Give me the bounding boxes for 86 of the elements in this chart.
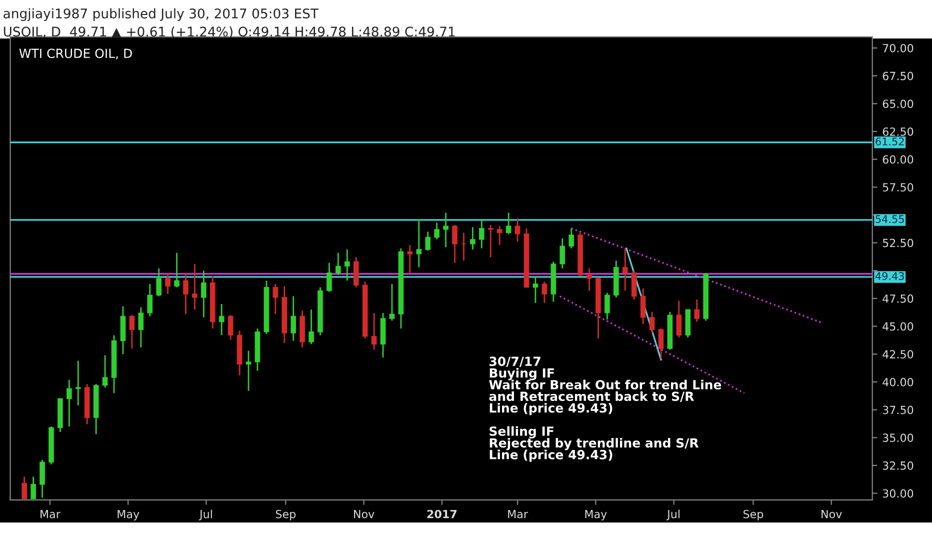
candlestick: [192, 263, 198, 310]
candlestick: [336, 252, 341, 276]
candlestick: [66, 379, 72, 428]
x-tick-label: May: [118, 510, 140, 520]
ref-line-label: 61.52: [876, 138, 904, 146]
candlestick: [622, 248, 628, 292]
x-tick-label: Sep: [276, 510, 296, 520]
candlestick: [488, 224, 494, 258]
y-tick-label: 52.50: [882, 238, 914, 248]
candlestick: [344, 248, 350, 282]
candlestick: [174, 252, 180, 288]
candlestick: [371, 312, 377, 350]
candlestick: [568, 228, 574, 250]
candlestick: [434, 222, 440, 240]
candlestick: [649, 311, 655, 334]
y-tick-label: 42.50: [882, 350, 914, 358]
candlestick: [138, 306, 144, 348]
y-tick-label: 67.50: [882, 72, 914, 80]
y-tick-label: 65.00: [882, 100, 914, 108]
y-tick-label: 57.50: [882, 183, 914, 192]
annotation: 30/7/17 Buying IF Wait for Break Out for trend Line and Retracement back to S/R Line (price 49.43) Selling IF Rejected by trendline and S/R Line (price 49.43): [489, 356, 722, 462]
candlestick: [586, 268, 592, 292]
candlestick: [425, 230, 431, 252]
ref-line-label: 49.43: [875, 272, 904, 280]
candlestick: [326, 262, 332, 292]
x-tick-label: Sep: [743, 510, 764, 520]
candlestick: [201, 270, 206, 318]
candlestick: [389, 283, 395, 322]
candlestick: [560, 238, 566, 270]
candlestick: [40, 459, 45, 498]
candlestick: [532, 276, 538, 304]
candlestick: [246, 350, 252, 392]
candlestick: [407, 244, 413, 274]
candlestick: [156, 268, 162, 297]
annotation: USOIL, D 49.71 ▲ +0.61 (+1.24%) O:49.14 H:49.78 L:48.89 C:49.71: [4, 26, 455, 38]
candlestick: [542, 281, 548, 304]
y-tick-label: 47.50: [882, 294, 914, 303]
x-tick-label: May: [585, 510, 607, 520]
text: angjiayi1987 published July 30, 2017 05:03 EST: [4, 8, 319, 22]
candlestick: [506, 212, 512, 235]
candlestick: [470, 226, 476, 250]
candlestick: [183, 272, 188, 315]
x-tick-label: Nov: [354, 510, 374, 518]
x-tick-label: Nov: [822, 510, 842, 518]
y-tick-label: 37.50: [882, 406, 914, 414]
candlestick: [30, 476, 36, 500]
y-tick-label: 70.00: [882, 44, 914, 52]
candlestick: [102, 354, 108, 388]
candlestick: [443, 212, 448, 248]
y-tick-label: 32.50: [882, 461, 914, 470]
ref-line-label: 54.55: [876, 215, 904, 223]
x-tick-label: Mar: [508, 510, 528, 518]
x-tick-label: Jul: [666, 510, 680, 520]
candlestick: [416, 218, 422, 268]
text: WTI CRUDE OIL, D: [19, 48, 132, 60]
y-tick-label: 35.00: [882, 434, 914, 442]
candlestick: [496, 225, 502, 246]
candlestick: [218, 303, 224, 336]
candlestick: [452, 224, 458, 264]
candlestick: [461, 232, 466, 262]
candlestick: [676, 300, 682, 338]
candlestick: [272, 283, 278, 315]
candlestick: [147, 283, 153, 317]
candlestick: [75, 360, 81, 406]
x-tick-label: Mar: [40, 510, 60, 518]
y-tick-label: 30.00: [882, 489, 914, 498]
candlestick: [640, 288, 646, 325]
candlestick: [478, 220, 484, 250]
candlestick: [658, 328, 664, 360]
y-tick-label: 62.50: [882, 127, 914, 136]
x-tick-label: Jul: [198, 510, 212, 520]
y-tick-label: 40.00: [882, 378, 914, 386]
candlestick: [694, 298, 700, 323]
x-tick-label: 2017: [427, 510, 457, 518]
candlestick: [228, 314, 234, 340]
y-tick-label: 45.00: [882, 322, 914, 331]
candlestick: [290, 296, 296, 342]
y-tick-label: 60.00: [882, 155, 914, 164]
candlestick: [353, 256, 359, 288]
candlestick: [631, 270, 637, 300]
candlestick: [22, 476, 27, 500]
candlestick: [308, 308, 314, 345]
candlestick: [514, 218, 520, 242]
candlestick: [604, 292, 610, 320]
candlestick: [165, 272, 170, 295]
candlestick: [129, 314, 135, 350]
